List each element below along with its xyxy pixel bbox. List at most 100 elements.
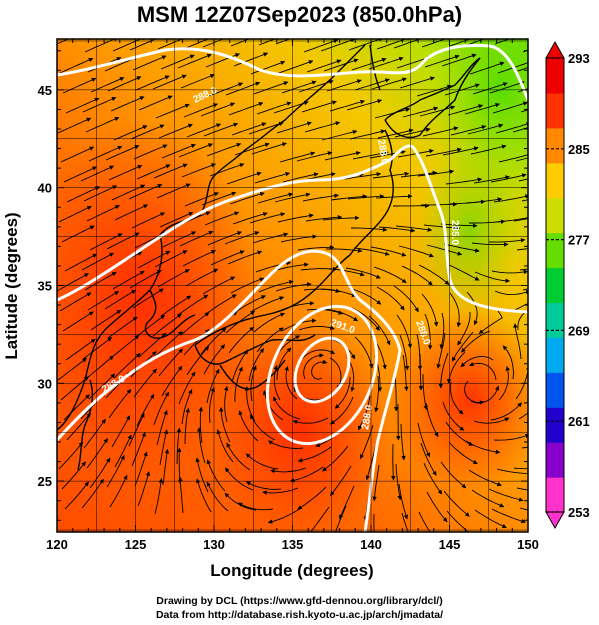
streamline <box>393 374 399 412</box>
streamline <box>354 78 390 91</box>
streamline <box>59 292 92 312</box>
streamline <box>238 410 259 442</box>
contour-label: 288.0 <box>360 404 375 431</box>
streamline <box>137 250 171 269</box>
colorbar-tick-label: 261 <box>568 414 590 429</box>
streamline <box>466 39 486 46</box>
streamline <box>229 191 265 205</box>
streamline <box>230 277 265 294</box>
colorbar-segment <box>546 267 564 304</box>
streamline <box>516 487 528 491</box>
streamline <box>330 194 368 201</box>
streamline <box>114 434 132 468</box>
streamline <box>303 353 324 380</box>
streamline <box>399 76 435 89</box>
x-tick-label: 130 <box>203 537 225 552</box>
streamline <box>111 415 131 448</box>
streamline <box>195 457 209 493</box>
streamline <box>136 393 155 427</box>
colorbar-frame <box>545 57 565 513</box>
colorbar-tick-label: 285 <box>568 142 590 157</box>
streamline <box>60 376 89 401</box>
streamline <box>88 373 116 400</box>
streamline <box>112 270 145 290</box>
streamline <box>461 330 491 353</box>
streamline <box>498 366 511 401</box>
streamline <box>178 476 184 514</box>
streamline <box>256 101 292 115</box>
streamline <box>133 368 157 398</box>
x-tick-label: 135 <box>282 537 304 552</box>
streamline <box>418 264 450 286</box>
streamline <box>354 336 374 369</box>
streamline <box>491 269 528 275</box>
streamline <box>513 218 528 222</box>
streamline <box>106 454 125 488</box>
streamline <box>393 39 429 49</box>
streamline <box>464 380 485 405</box>
streamline <box>304 121 341 133</box>
streamline <box>273 396 301 420</box>
streamline <box>226 171 262 185</box>
streamline <box>513 467 528 470</box>
streamline <box>374 107 411 119</box>
streamline <box>440 223 478 228</box>
streamline <box>249 212 286 224</box>
streamline <box>396 314 412 349</box>
streamline <box>161 365 183 397</box>
streamline <box>443 490 470 517</box>
streamline <box>130 124 165 140</box>
streamline <box>323 308 358 322</box>
streamline <box>59 57 94 74</box>
streamline <box>353 247 390 256</box>
streamline <box>152 313 182 337</box>
streamline <box>198 406 204 444</box>
streamline <box>252 232 289 244</box>
streamline <box>399 334 410 371</box>
streamline <box>162 448 170 486</box>
streamline <box>296 151 333 162</box>
colorbar-segment <box>546 442 564 478</box>
streamline <box>491 508 526 524</box>
y-tick-label: 45 <box>38 83 52 98</box>
streamline <box>57 39 70 45</box>
streamline <box>275 39 291 45</box>
streamline <box>87 290 120 311</box>
streamline <box>520 109 528 113</box>
streamline <box>488 238 526 243</box>
streamline <box>498 154 528 163</box>
streamline <box>457 311 471 346</box>
colorbar-segment <box>546 477 564 513</box>
streamline <box>57 357 87 381</box>
streamline <box>184 192 219 207</box>
streamline <box>372 464 380 502</box>
streamline <box>471 489 505 508</box>
streamline <box>421 293 439 327</box>
streamline <box>378 226 416 233</box>
streamline <box>424 313 433 350</box>
streamline <box>423 462 443 495</box>
streamline <box>306 308 343 315</box>
streamline <box>270 467 307 474</box>
streamline <box>62 311 94 332</box>
streamline <box>177 294 209 316</box>
streamline <box>441 53 477 67</box>
streamline <box>181 163 216 178</box>
streamline <box>324 151 361 161</box>
y-axis-title: Latitude (degrees) <box>2 212 21 359</box>
streamline <box>426 491 448 523</box>
streamline <box>232 212 268 225</box>
colorbar-tick-label: 293 <box>568 51 590 66</box>
streamline <box>420 442 437 476</box>
streamline <box>90 309 122 331</box>
streamline <box>278 60 314 74</box>
streamline <box>66 412 92 441</box>
streamline <box>131 432 146 467</box>
streamline <box>478 310 503 334</box>
y-axis: 25 30 35 40 45 <box>38 50 528 521</box>
streamline <box>257 192 294 204</box>
streamline <box>276 121 312 134</box>
streamline <box>460 355 494 368</box>
streamline <box>349 129 386 140</box>
streamline <box>85 355 114 380</box>
